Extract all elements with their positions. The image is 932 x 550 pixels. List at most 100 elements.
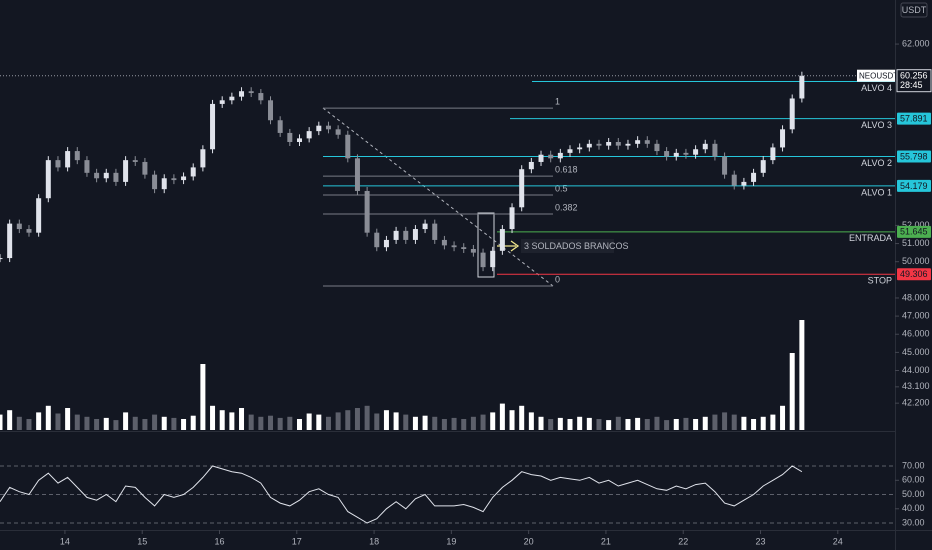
candle-body — [219, 100, 225, 104]
y-tick-label: 62.000 — [902, 38, 930, 48]
volume-bar — [393, 412, 399, 430]
level-label-bg — [897, 225, 931, 238]
y-tick-label: 48.000 — [902, 292, 930, 302]
volume-bar — [470, 416, 476, 430]
volume-bar — [354, 408, 360, 430]
candle-body — [335, 129, 341, 135]
volume-bar — [171, 417, 177, 430]
volume-bar — [780, 405, 786, 430]
level-label-bg — [897, 150, 931, 163]
candle-body — [325, 125, 331, 130]
candle-body — [16, 223, 22, 230]
volume-bar — [0, 414, 3, 430]
candle-body — [94, 172, 100, 179]
volume-bar — [74, 414, 80, 430]
volume-bar — [441, 419, 447, 430]
candle-body — [432, 223, 438, 240]
candle-body — [345, 134, 351, 159]
candle-body — [615, 142, 621, 146]
volume-bar — [606, 420, 612, 430]
candle-body — [635, 140, 641, 144]
fib-label: 0.618 — [555, 164, 578, 174]
volume-bar — [654, 416, 660, 430]
volume-bar — [248, 414, 254, 430]
candle-body — [693, 149, 699, 155]
candle-body — [799, 75, 805, 99]
volume-bar — [596, 419, 602, 430]
volume-bar — [16, 416, 22, 430]
candle-body — [248, 91, 254, 94]
volume-bar — [683, 417, 689, 430]
volume-bar — [55, 413, 61, 430]
candle-body — [712, 143, 718, 157]
candle-body — [239, 91, 245, 97]
candle-body — [664, 151, 670, 157]
candle-body — [770, 147, 776, 161]
candle-body — [451, 245, 457, 248]
currency-box[interactable] — [900, 2, 928, 18]
volume-bar — [751, 419, 757, 430]
y-tick-label: 44.000 — [902, 365, 930, 375]
candle-body — [142, 161, 148, 175]
candle-body — [403, 230, 409, 240]
level-label-bg — [897, 179, 931, 192]
x-tick-label: 22 — [678, 536, 688, 546]
volume-bar — [403, 414, 409, 430]
candle-body — [596, 143, 602, 146]
candle-body — [383, 239, 389, 248]
volume-bar — [712, 414, 718, 430]
x-tick-label: 18 — [369, 536, 379, 546]
volume-bar — [239, 408, 245, 430]
x-tick-label: 16 — [214, 536, 224, 546]
candle-body — [393, 230, 399, 240]
candle-body — [548, 154, 554, 159]
candle-body — [316, 125, 322, 132]
volume-bar — [451, 417, 457, 430]
x-tick-label: 14 — [60, 536, 70, 546]
volume-bar — [306, 413, 312, 430]
x-tick-label: 21 — [601, 536, 611, 546]
volume-bar — [190, 415, 196, 430]
volume-bar — [770, 414, 776, 430]
candle-body — [55, 160, 61, 168]
countdown: 28:45 — [900, 80, 923, 90]
fib-trend-line — [322, 107, 554, 287]
candle-body — [567, 149, 573, 153]
volume-bar — [490, 412, 496, 430]
symbol-label: NEOUSDT — [859, 71, 898, 80]
volume-bar — [586, 417, 592, 430]
level-name: ALVO 4 — [861, 83, 892, 93]
volume-bar — [383, 410, 389, 430]
y-tick-label: 52.000 — [902, 220, 930, 230]
volume-bar — [345, 410, 351, 430]
volume-bar — [113, 420, 119, 430]
currency: USDT — [902, 5, 927, 15]
candle-body — [751, 172, 757, 182]
rsi-line — [0, 465, 803, 524]
candle-body — [441, 239, 447, 246]
volume-bar — [65, 408, 71, 430]
x-tick-label: 19 — [446, 536, 456, 546]
x-tick-label: 23 — [756, 536, 766, 546]
volume-bar — [693, 419, 699, 430]
volume-bar — [548, 419, 554, 430]
candle-body — [673, 152, 679, 157]
volume-bar — [480, 414, 486, 430]
candle-body — [200, 149, 206, 168]
candle-body — [374, 232, 380, 248]
volume-bar — [528, 412, 534, 430]
volume-bar — [364, 405, 370, 430]
volume-bar — [644, 419, 650, 430]
volume-bar — [374, 413, 380, 430]
volume-bar — [789, 353, 795, 430]
volume-bar — [635, 417, 641, 430]
candle-body — [103, 172, 109, 179]
volume-bar — [664, 420, 670, 430]
candle-body — [65, 151, 71, 168]
candle-body — [470, 249, 476, 253]
candle-body — [654, 143, 660, 152]
candle-body — [171, 178, 177, 181]
candle-body — [780, 129, 786, 148]
level-name: ALVO 2 — [861, 158, 892, 168]
